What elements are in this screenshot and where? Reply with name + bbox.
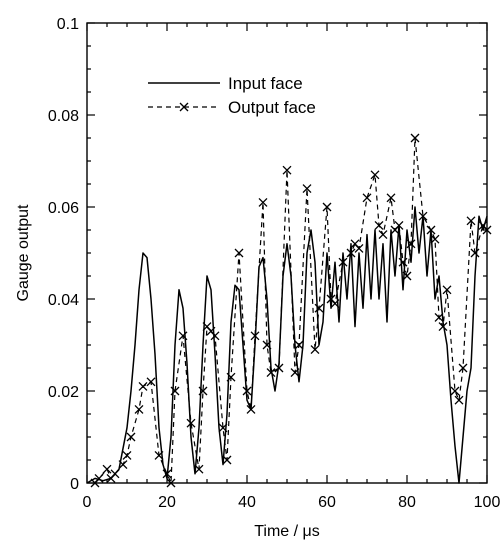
y-tick-label: 0.06 xyxy=(48,200,79,217)
data-point xyxy=(122,450,132,460)
x-axis-label: Time / μs xyxy=(254,523,320,540)
data-point xyxy=(198,386,208,396)
data-point xyxy=(266,368,276,378)
data-point xyxy=(458,363,468,373)
data-point xyxy=(330,299,340,309)
y-axis-label: Gauge output xyxy=(15,204,32,302)
data-point xyxy=(454,395,464,405)
y-tick-label: 0 xyxy=(70,476,79,493)
data-point xyxy=(406,239,416,249)
data-point xyxy=(430,234,440,244)
data-point xyxy=(94,473,104,483)
data-point xyxy=(194,464,204,474)
series-line-input-face xyxy=(86,206,488,484)
x-tick-label: 0 xyxy=(83,494,92,511)
data-point xyxy=(234,248,244,258)
data-point xyxy=(394,220,404,230)
data-point xyxy=(218,423,228,433)
data-point xyxy=(290,368,300,378)
data-point xyxy=(102,464,112,474)
data-point xyxy=(370,170,380,180)
legend-label: Output face xyxy=(228,98,316,117)
x-tick-label: 60 xyxy=(318,494,336,511)
data-point xyxy=(434,312,444,322)
data-point xyxy=(186,418,196,428)
legend-label: Input face xyxy=(228,74,303,93)
data-point xyxy=(418,211,428,221)
data-point xyxy=(482,225,492,235)
data-point xyxy=(426,225,436,235)
data-point xyxy=(386,193,396,203)
data-point xyxy=(170,386,180,396)
data-point xyxy=(438,322,448,332)
data-point xyxy=(262,340,272,350)
data-point xyxy=(310,345,320,355)
data-point xyxy=(378,230,388,240)
data-point xyxy=(126,432,136,442)
data-point xyxy=(226,372,236,382)
data-point xyxy=(246,404,256,414)
data-point xyxy=(362,193,372,203)
series-layer xyxy=(86,133,492,488)
data-point xyxy=(450,386,460,396)
y-tick-label: 0.1 xyxy=(57,16,79,33)
data-point xyxy=(178,331,188,341)
data-point xyxy=(274,363,284,373)
data-point xyxy=(470,248,480,258)
data-point xyxy=(442,285,452,295)
data-point xyxy=(294,340,304,350)
data-point xyxy=(162,469,172,479)
data-point xyxy=(374,220,384,230)
series-line-output-face xyxy=(94,137,488,484)
data-point xyxy=(210,331,220,341)
data-point xyxy=(338,257,348,267)
data-point xyxy=(134,404,144,414)
data-point xyxy=(146,377,156,387)
axis-ticks xyxy=(86,22,488,484)
x-tick-label: 40 xyxy=(238,494,256,511)
legend: Input face Output face xyxy=(148,74,316,117)
data-point xyxy=(250,331,260,341)
data-point xyxy=(410,133,420,143)
x-tick-label: 80 xyxy=(398,494,416,511)
data-point xyxy=(402,271,412,281)
data-point xyxy=(354,243,364,253)
data-point xyxy=(154,450,164,460)
data-point xyxy=(166,478,176,488)
data-point xyxy=(314,303,324,313)
data-point xyxy=(346,248,356,258)
legend-marker xyxy=(179,102,189,112)
data-point xyxy=(282,165,292,175)
data-point xyxy=(322,202,332,212)
data-point xyxy=(302,184,312,194)
y-tick-label: 0.02 xyxy=(48,384,79,401)
data-point xyxy=(110,469,120,479)
tick-labels: 0 20 40 60 80 100 0 0.02 0.04 0.06 0.08 0.1 xyxy=(48,16,500,511)
data-point xyxy=(398,257,408,267)
data-point xyxy=(222,455,232,465)
x-tick-label: 20 xyxy=(158,494,176,511)
y-tick-label: 0.08 xyxy=(48,108,79,125)
y-tick-label: 0.04 xyxy=(48,292,79,309)
data-point xyxy=(242,386,252,396)
data-point xyxy=(466,216,476,226)
data-point xyxy=(258,197,268,207)
data-point xyxy=(138,381,148,391)
data-point xyxy=(118,460,128,470)
x-tick-label: 100 xyxy=(474,494,500,511)
